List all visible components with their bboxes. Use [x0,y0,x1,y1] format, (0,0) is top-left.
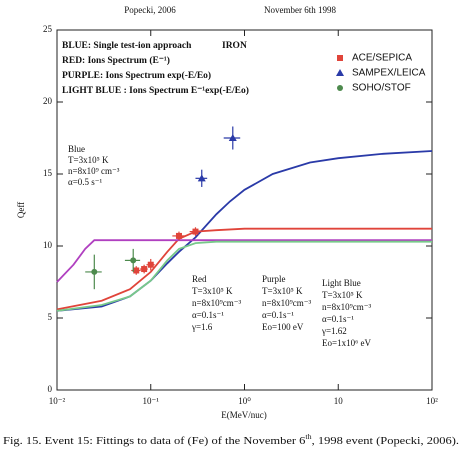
header-left: Popecki, 2006 [124,5,176,15]
data-point [175,232,182,239]
annotation: α=0.1s⁻¹ [192,310,224,320]
annotation: n=8x10⁹ cm⁻³ [68,166,120,176]
annotation: LIGHT BLUE : Ions Spectrum E⁻¹exp(-E/Eo) [62,85,249,96]
annotation: Blue [68,144,85,154]
y-tick-label: 20 [43,96,53,106]
data-point [147,261,154,268]
caption-text: Fig. 15. Event 15: Fittings to data of (… [3,435,306,447]
data-point [91,268,98,275]
x-tick-label: 10⁰ [238,396,251,406]
annotation: T=3x10⁵ K [68,155,109,165]
y-tick-label: 0 [48,384,53,394]
x-tick-label: 10⁻² [49,396,66,406]
annotation: IRON [222,41,247,51]
caption-text: , 1998 event (Popecki, 2006). [312,435,460,447]
data-point [192,228,199,235]
y-tick-label: 25 [43,24,53,34]
legend-marker [337,85,343,91]
legend-marker [337,55,343,61]
annotation: Light Blue [322,278,361,288]
x-axis-label: E(MeV/nuc) [221,410,266,420]
data-point [197,174,206,182]
legend-label: SAMPEX/LEICA [352,68,426,79]
annotation: PURPLE: Ions Spectrum exp(-E/Eo) [62,70,211,81]
caption: Fig. 15. Event 15: Fittings to data of (… [3,433,459,447]
x-tick-label: 10⁻¹ [143,396,160,406]
annotation: Red [192,274,207,284]
annotation: BLUE: Single test-ion approach [62,41,192,51]
annotation: T=3x10⁵ K [322,290,363,300]
x-tick-label: 10 [334,396,344,406]
y-tick-label: 5 [48,312,53,322]
model-curve [56,239,432,283]
y-tick-label: 15 [43,168,53,178]
y-axis-label: Qeff [16,202,26,218]
annotation: Purple [262,274,286,284]
annotation: α=0.5 s⁻¹ [68,177,103,187]
legend-label: SOHO/STOF [352,83,411,94]
x-tick-label: 10² [426,396,438,406]
model-curve [56,240,432,312]
annotation: n=8x10⁹cm⁻³ [262,298,311,308]
annotation: Eo=100 eV [262,322,304,332]
legend-marker [336,69,344,76]
annotation: RED: Ions Spectrum (E⁻¹) [62,55,170,66]
data-point [228,134,237,141]
annotation: γ=1.62 [321,326,347,336]
annotation: α=0.1s⁻¹ [262,310,294,320]
annotation: Eo=1x10⁶ eV [322,338,371,348]
y-tick-label: 10 [43,240,53,250]
annotation: γ=1.6 [191,322,213,332]
annotation: n=8x10⁹cm⁻³ [192,298,241,308]
annotation: T=3x10⁵ K [192,286,233,296]
annotation: α=0.1s⁻¹ [322,314,354,324]
annotation: T=3x10⁵ K [262,286,303,296]
data-point [141,266,148,273]
data-point [133,267,140,274]
caption-sup: th [305,433,312,441]
legend-label: ACE/SEPICA [352,53,412,64]
annotation: n=8x10⁹cm⁻³ [322,302,371,312]
header-right: November 6th 1998 [264,5,336,15]
data-point [130,257,137,264]
